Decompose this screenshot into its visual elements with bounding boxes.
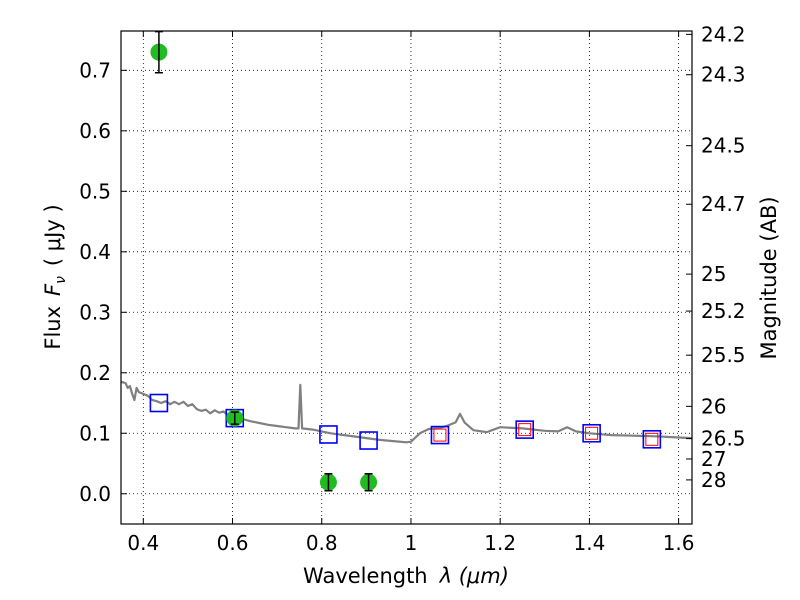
right-tick-label: 25.5 bbox=[701, 343, 746, 367]
x-tick-label: 0.6 bbox=[217, 531, 249, 555]
y-tick-label: 0.4 bbox=[79, 240, 111, 264]
y-tick-label: 0.0 bbox=[79, 482, 111, 506]
red-square-marker bbox=[585, 426, 599, 440]
y-tick-label: 0.3 bbox=[79, 300, 111, 324]
axis-ticks: 0.4 0.6 0.8 1 1.2 1.4 1.6 0.0 0.1 0.2 0.3 0.4 0.5 0.6… bbox=[79, 22, 745, 555]
red-square-marker bbox=[518, 423, 532, 437]
y-tick-label: 0.2 bbox=[79, 361, 111, 385]
y-axis-label: FluxFν( μJy ) bbox=[41, 204, 69, 349]
right-tick-label: 24.2 bbox=[701, 22, 746, 46]
right-tick-label: 26.5 bbox=[701, 427, 746, 451]
x-tick-label: 0.8 bbox=[306, 531, 338, 555]
y-tick-label: 0.7 bbox=[79, 58, 111, 82]
plot-frame bbox=[120, 30, 693, 525]
grid bbox=[121, 31, 692, 524]
model-photometry-marker bbox=[430, 425, 450, 445]
model-photometry-marker bbox=[149, 393, 169, 413]
model-photometry-marker bbox=[515, 420, 535, 439]
right-tick-label: 28 bbox=[701, 468, 726, 492]
right-y-axis-label: Magnitude (AB) bbox=[757, 196, 781, 359]
x-tick-label: 1.6 bbox=[663, 531, 695, 555]
right-tick-label: 26 bbox=[701, 394, 726, 418]
spectrum-line bbox=[121, 380, 692, 444]
right-tick-label: 25 bbox=[701, 262, 726, 286]
model-photometry-marker bbox=[582, 423, 601, 443]
x-tick-label: 0.4 bbox=[127, 531, 159, 555]
y-tick-label: 0.5 bbox=[79, 179, 111, 203]
right-tick-label: 24.5 bbox=[701, 134, 746, 158]
red-square-marker bbox=[645, 432, 659, 446]
right-tick-label: 27 bbox=[701, 447, 726, 471]
right-tick-label: 25.2 bbox=[701, 299, 746, 323]
model-photometry-marker bbox=[642, 430, 662, 449]
x-tick-label: 1.4 bbox=[573, 531, 605, 555]
x-tick-label: 1 bbox=[405, 531, 418, 555]
right-tick-label: 24.7 bbox=[701, 192, 746, 216]
model-photometry-marker bbox=[359, 431, 378, 450]
y-tick-label: 0.6 bbox=[79, 119, 111, 143]
x-tick-label: 1.2 bbox=[484, 531, 516, 555]
data-points bbox=[149, 31, 662, 492]
model-spectrum bbox=[121, 380, 692, 444]
right-tick-label: 24.3 bbox=[701, 63, 746, 87]
red-square-marker bbox=[433, 428, 447, 442]
x-axis-label: Wavelength λ (μm) bbox=[303, 564, 509, 588]
model-photometry-marker bbox=[319, 425, 338, 444]
y-tick-label: 0.1 bbox=[79, 421, 111, 445]
